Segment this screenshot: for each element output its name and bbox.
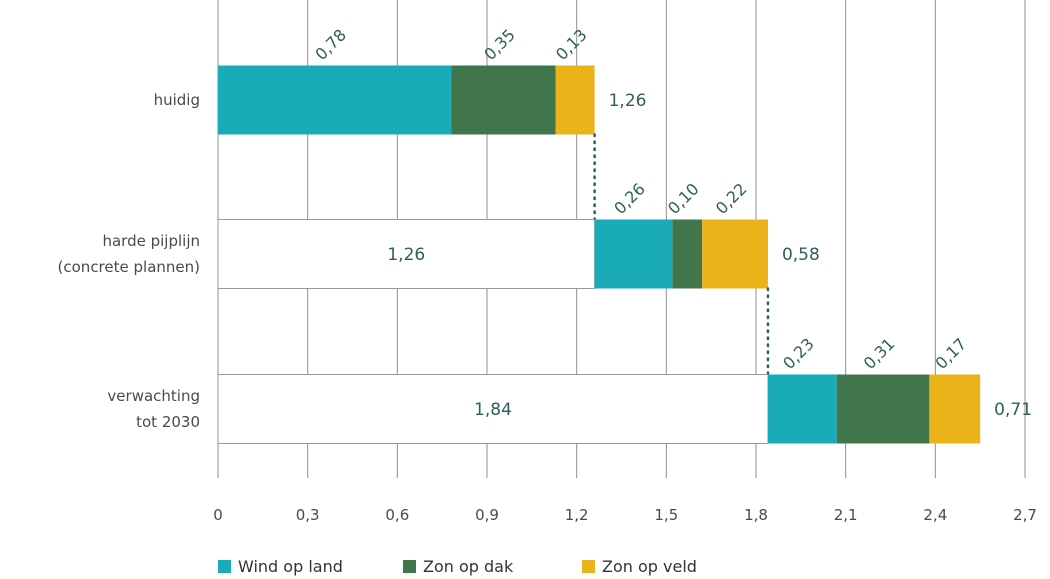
bar-segment [218,65,452,135]
bar-segment [702,219,768,289]
category-label: verwachting [107,387,200,405]
legend-swatch [582,560,595,573]
x-tick-label: 2,7 [1013,506,1037,524]
bar-segment [555,65,595,135]
total-value-label: 0,71 [994,400,1032,420]
legend-label: Zon op dak [423,557,514,576]
x-tick-label: 2,4 [923,506,947,524]
base-value-label: 1,84 [474,400,512,420]
x-tick-label: 0 [213,506,223,524]
total-value-label: 0,58 [782,245,820,265]
segment-value-label: 0,35 [480,25,519,64]
bar-base-segment [217,374,769,444]
segment-value-label: 0,31 [860,334,899,373]
x-tick-label: 0,3 [296,506,320,524]
segment-value-label: 0,22 [712,179,751,218]
segment-value-label: 0,23 [779,334,818,373]
bar-segment [672,219,703,289]
x-tick-label: 1,2 [565,506,589,524]
category-label: huidig [154,91,200,109]
bar-segment [594,219,673,289]
base-value-label: 1,26 [387,245,425,265]
legend-label: Wind op land [238,557,343,576]
segment-value-label: 0,26 [610,179,649,218]
segment-value-label: 0,13 [552,25,591,64]
x-tick-label: 1,5 [654,506,678,524]
category-label: (concrete plannen) [58,258,200,276]
segment-value-label: 0,17 [932,334,971,373]
bar-segment [451,65,556,135]
bar-segment [767,374,837,444]
category-label: harde pijplijn [102,232,200,250]
x-tick-label: 2,1 [834,506,858,524]
legend-swatch [218,560,231,573]
x-tick-label: 0,6 [385,506,409,524]
category-label: tot 2030 [136,413,200,431]
x-tick-label: 1,8 [744,506,768,524]
legend-swatch [403,560,416,573]
bar-segment [836,374,930,444]
bar-segment [929,374,981,444]
legend-label: Zon op veld [602,557,697,576]
bar-base-segment [217,219,596,289]
x-tick-label: 0,9 [475,506,499,524]
total-value-label: 1,26 [609,91,647,111]
segment-value-label: 0,10 [664,179,703,218]
segment-value-label: 0,78 [311,25,350,64]
